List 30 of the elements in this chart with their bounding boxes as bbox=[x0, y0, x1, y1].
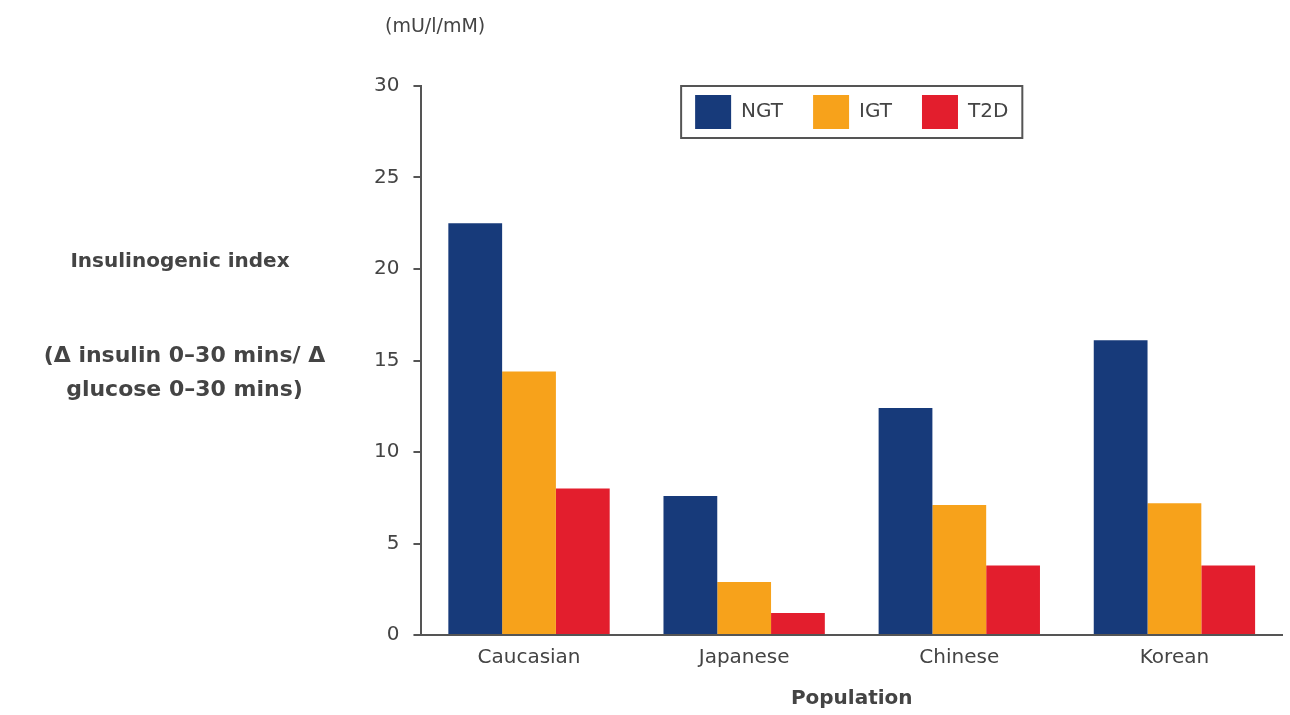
legend-label: NGT bbox=[741, 98, 784, 123]
text: (mU/l/mM) bbox=[385, 14, 486, 36]
bar bbox=[771, 613, 825, 634]
x-axis-title: Population bbox=[790, 685, 913, 710]
y-tick-label: 20 bbox=[374, 255, 400, 280]
x-tick-label: Japanese bbox=[696, 644, 790, 669]
y-axis-title: Insulinogenic index bbox=[69, 247, 291, 274]
bar bbox=[932, 505, 987, 634]
y-tick-label: 25 bbox=[374, 163, 400, 188]
bar bbox=[878, 408, 933, 634]
x-tick-label: Korean bbox=[1139, 644, 1210, 669]
y-tick-label: 10 bbox=[374, 438, 400, 463]
x-tick-label: Caucasian bbox=[477, 644, 581, 669]
bar bbox=[1147, 503, 1202, 634]
y-tick-label: 5 bbox=[386, 529, 400, 554]
text: (Δ insulin 0–30 mins/ Δ glucose 0–30 mins) bbox=[42, 341, 327, 403]
bar bbox=[1201, 565, 1256, 634]
bar bbox=[448, 223, 503, 634]
y-tick-label: 30 bbox=[374, 72, 400, 97]
y-tick-label: 15 bbox=[374, 346, 400, 371]
legend-label: IGT bbox=[859, 98, 893, 123]
bar bbox=[717, 581, 772, 634]
legend-label: T2D bbox=[966, 98, 1009, 123]
x-tick-label: Chinese bbox=[919, 644, 1000, 669]
bar bbox=[1093, 340, 1148, 634]
bar bbox=[663, 495, 718, 634]
y-tick-label: 0 bbox=[386, 621, 400, 646]
bar bbox=[986, 565, 1040, 634]
bar bbox=[502, 371, 556, 634]
bar bbox=[555, 488, 610, 634]
